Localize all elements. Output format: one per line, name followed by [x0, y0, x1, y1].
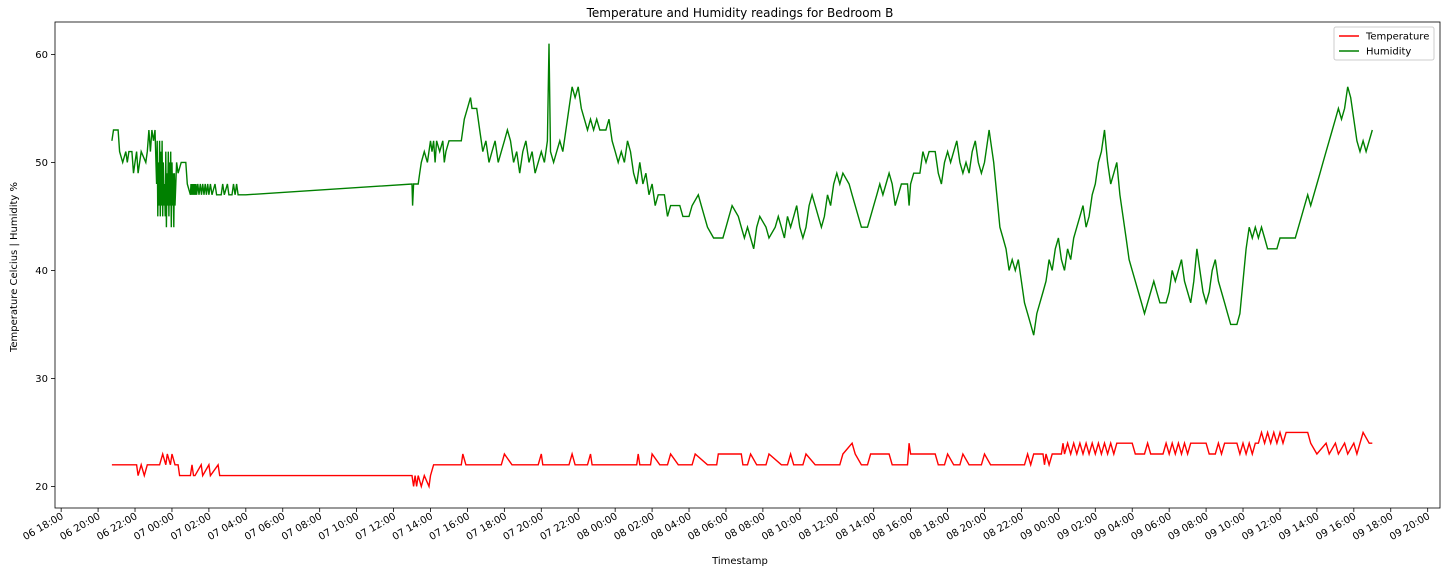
- plot-area: [111, 43, 1373, 489]
- y-tick-label: 20: [35, 482, 48, 493]
- y-axis-label: Temperature Celcius | Humidity %: [9, 182, 20, 353]
- legend-label-humidity: Humidity: [1366, 47, 1411, 58]
- y-tick-label: 50: [35, 158, 48, 169]
- legend-label-temperature: Temperature: [1365, 32, 1429, 43]
- y-axis: 20 30 40 50 60: [35, 50, 55, 493]
- series-line-temperature: [111, 429, 1373, 489]
- y-tick-label: 60: [35, 50, 48, 61]
- plot-frame: [54, 21, 1441, 509]
- series-line-humidity: [111, 43, 1373, 336]
- y-tick-label: 40: [35, 266, 48, 277]
- y-tick-label: 30: [35, 374, 48, 385]
- chart-title: Temperature and Humidity readings for Be…: [586, 6, 894, 20]
- x-axis-label: Timestamp: [711, 556, 768, 567]
- legend: Temperature Humidity: [1333, 26, 1435, 61]
